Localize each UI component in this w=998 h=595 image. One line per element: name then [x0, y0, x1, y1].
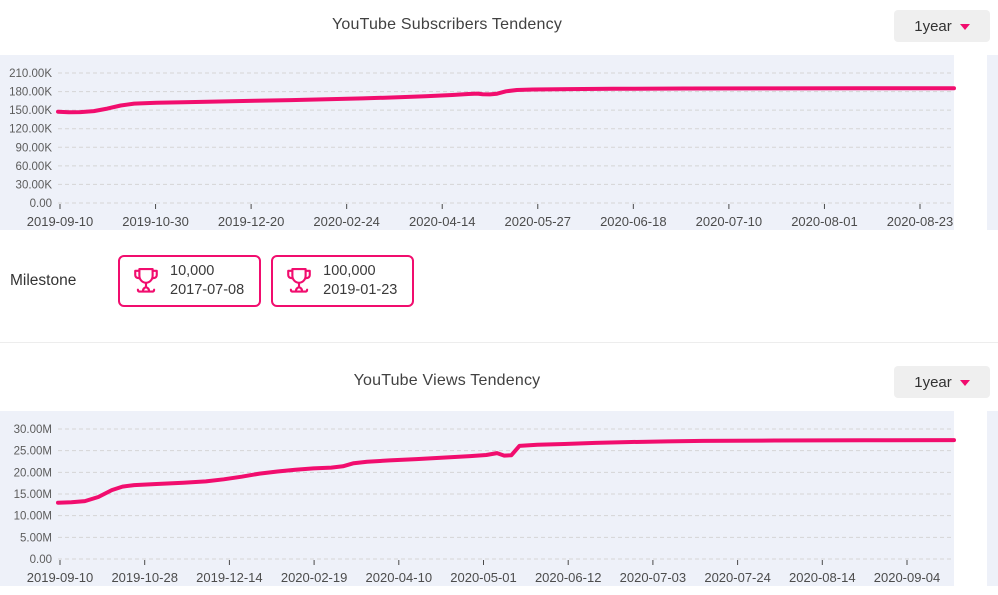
svg-text:20.00M: 20.00M — [14, 467, 52, 479]
views-chart-section: YouTube Views Tendency 1year 30.00M 25.00… — [0, 342, 998, 586]
caret-down-icon — [959, 24, 970, 30]
svg-text:2019-10-28: 2019-10-28 — [111, 570, 178, 585]
subscribers-range-selector[interactable]: 1year — [894, 10, 990, 42]
svg-text:2019-12-20: 2019-12-20 — [218, 214, 285, 229]
milestone-section: Milestone 10,000 2017-07-08 — [0, 255, 998, 307]
subscribers-range-label: 1year — [914, 17, 952, 35]
milestone-value: 100,000 — [323, 262, 376, 279]
svg-text:90.00K: 90.00K — [16, 142, 53, 154]
svg-text:5.00M: 5.00M — [20, 532, 52, 544]
svg-text:10.00M: 10.00M — [14, 511, 52, 523]
milestone-badge-10000: 10,000 2017-07-08 — [118, 255, 262, 307]
svg-text:0.00: 0.00 — [30, 198, 52, 210]
svg-text:2020-06-12: 2020-06-12 — [535, 570, 602, 585]
svg-text:2019-09-10: 2019-09-10 — [27, 214, 94, 229]
trophy-icon — [134, 268, 158, 293]
milestone-badge-100000: 100,000 2019-01-23 — [271, 255, 415, 307]
svg-text:2020-08-14: 2020-08-14 — [789, 570, 856, 585]
svg-text:150.00K: 150.00K — [9, 105, 52, 117]
svg-text:120.00K: 120.00K — [9, 124, 52, 136]
svg-text:2020-05-27: 2020-05-27 — [505, 214, 572, 229]
milestone-badge-text: 100,000 2019-01-23 — [323, 262, 397, 300]
subscribers-chart-section: YouTube Subscribers Tendency 1year 210.0… — [0, 0, 998, 230]
svg-text:2019-09-10: 2019-09-10 — [27, 570, 94, 585]
svg-text:30.00K: 30.00K — [16, 179, 53, 191]
svg-text:2020-09-04: 2020-09-04 — [874, 570, 941, 585]
subscribers-chart-title: YouTube Subscribers Tendency — [331, 16, 563, 33]
milestone-date: 2019-01-23 — [323, 282, 398, 298]
panel-right-gutter — [954, 411, 987, 586]
svg-text:2020-07-03: 2020-07-03 — [620, 570, 687, 585]
svg-text:15.00M: 15.00M — [14, 489, 52, 501]
views-chart-title: YouTube Views Tendency — [353, 372, 541, 389]
svg-text:2020-02-19: 2020-02-19 — [281, 570, 348, 585]
caret-down-icon — [959, 380, 970, 386]
svg-text:60.00K: 60.00K — [16, 161, 53, 173]
svg-text:2020-04-10: 2020-04-10 — [366, 570, 433, 585]
svg-text:2019-12-14: 2019-12-14 — [196, 570, 263, 585]
svg-text:210.00K: 210.00K — [9, 68, 52, 80]
views-range-label: 1year — [914, 373, 952, 391]
svg-text:2020-04-14: 2020-04-14 — [409, 214, 476, 229]
milestone-value: 10,000 — [170, 262, 215, 279]
svg-text:30.00M: 30.00M — [14, 424, 52, 436]
views-line-chart[interactable]: 30.00M 25.00M 20.00M 15.00M 10.00M 5.00M 0.00 2… — [0, 411, 998, 586]
panel-right-gutter — [954, 55, 987, 230]
subscribers-line-chart[interactable]: 210.00K 180.00K 150.00K 120.00K 90.00K 60.00K… — [0, 55, 998, 230]
svg-text:2020-08-01: 2020-08-01 — [791, 214, 858, 229]
milestone-badge-text: 10,000 2017-07-08 — [170, 262, 244, 300]
views-chart-panel: 30.00M 25.00M 20.00M 15.00M 10.00M 5.00M 0.00 2… — [0, 411, 998, 586]
views-range-selector[interactable]: 1year — [894, 366, 990, 398]
subscribers-chart-header: YouTube Subscribers Tendency 1year — [0, 0, 998, 50]
views-chart-header: YouTube Views Tendency 1year — [0, 356, 998, 406]
svg-text:2020-06-18: 2020-06-18 — [600, 214, 667, 229]
svg-text:2020-08-23: 2020-08-23 — [887, 214, 954, 229]
svg-text:2020-07-24: 2020-07-24 — [704, 570, 771, 585]
svg-text:2020-07-10: 2020-07-10 — [696, 214, 763, 229]
svg-text:2019-10-30: 2019-10-30 — [122, 214, 189, 229]
svg-text:25.00M: 25.00M — [14, 446, 52, 458]
svg-text:2020-02-24: 2020-02-24 — [313, 214, 380, 229]
milestone-date: 2017-07-08 — [170, 282, 245, 298]
milestone-label: Milestone — [10, 272, 77, 289]
svg-text:0.00: 0.00 — [30, 554, 52, 566]
svg-text:180.00K: 180.00K — [9, 87, 52, 99]
trophy-icon — [287, 268, 311, 293]
subscribers-chart-panel: 210.00K 180.00K 150.00K 120.00K 90.00K 60.00K… — [0, 55, 998, 230]
svg-text:2020-05-01: 2020-05-01 — [450, 570, 517, 585]
